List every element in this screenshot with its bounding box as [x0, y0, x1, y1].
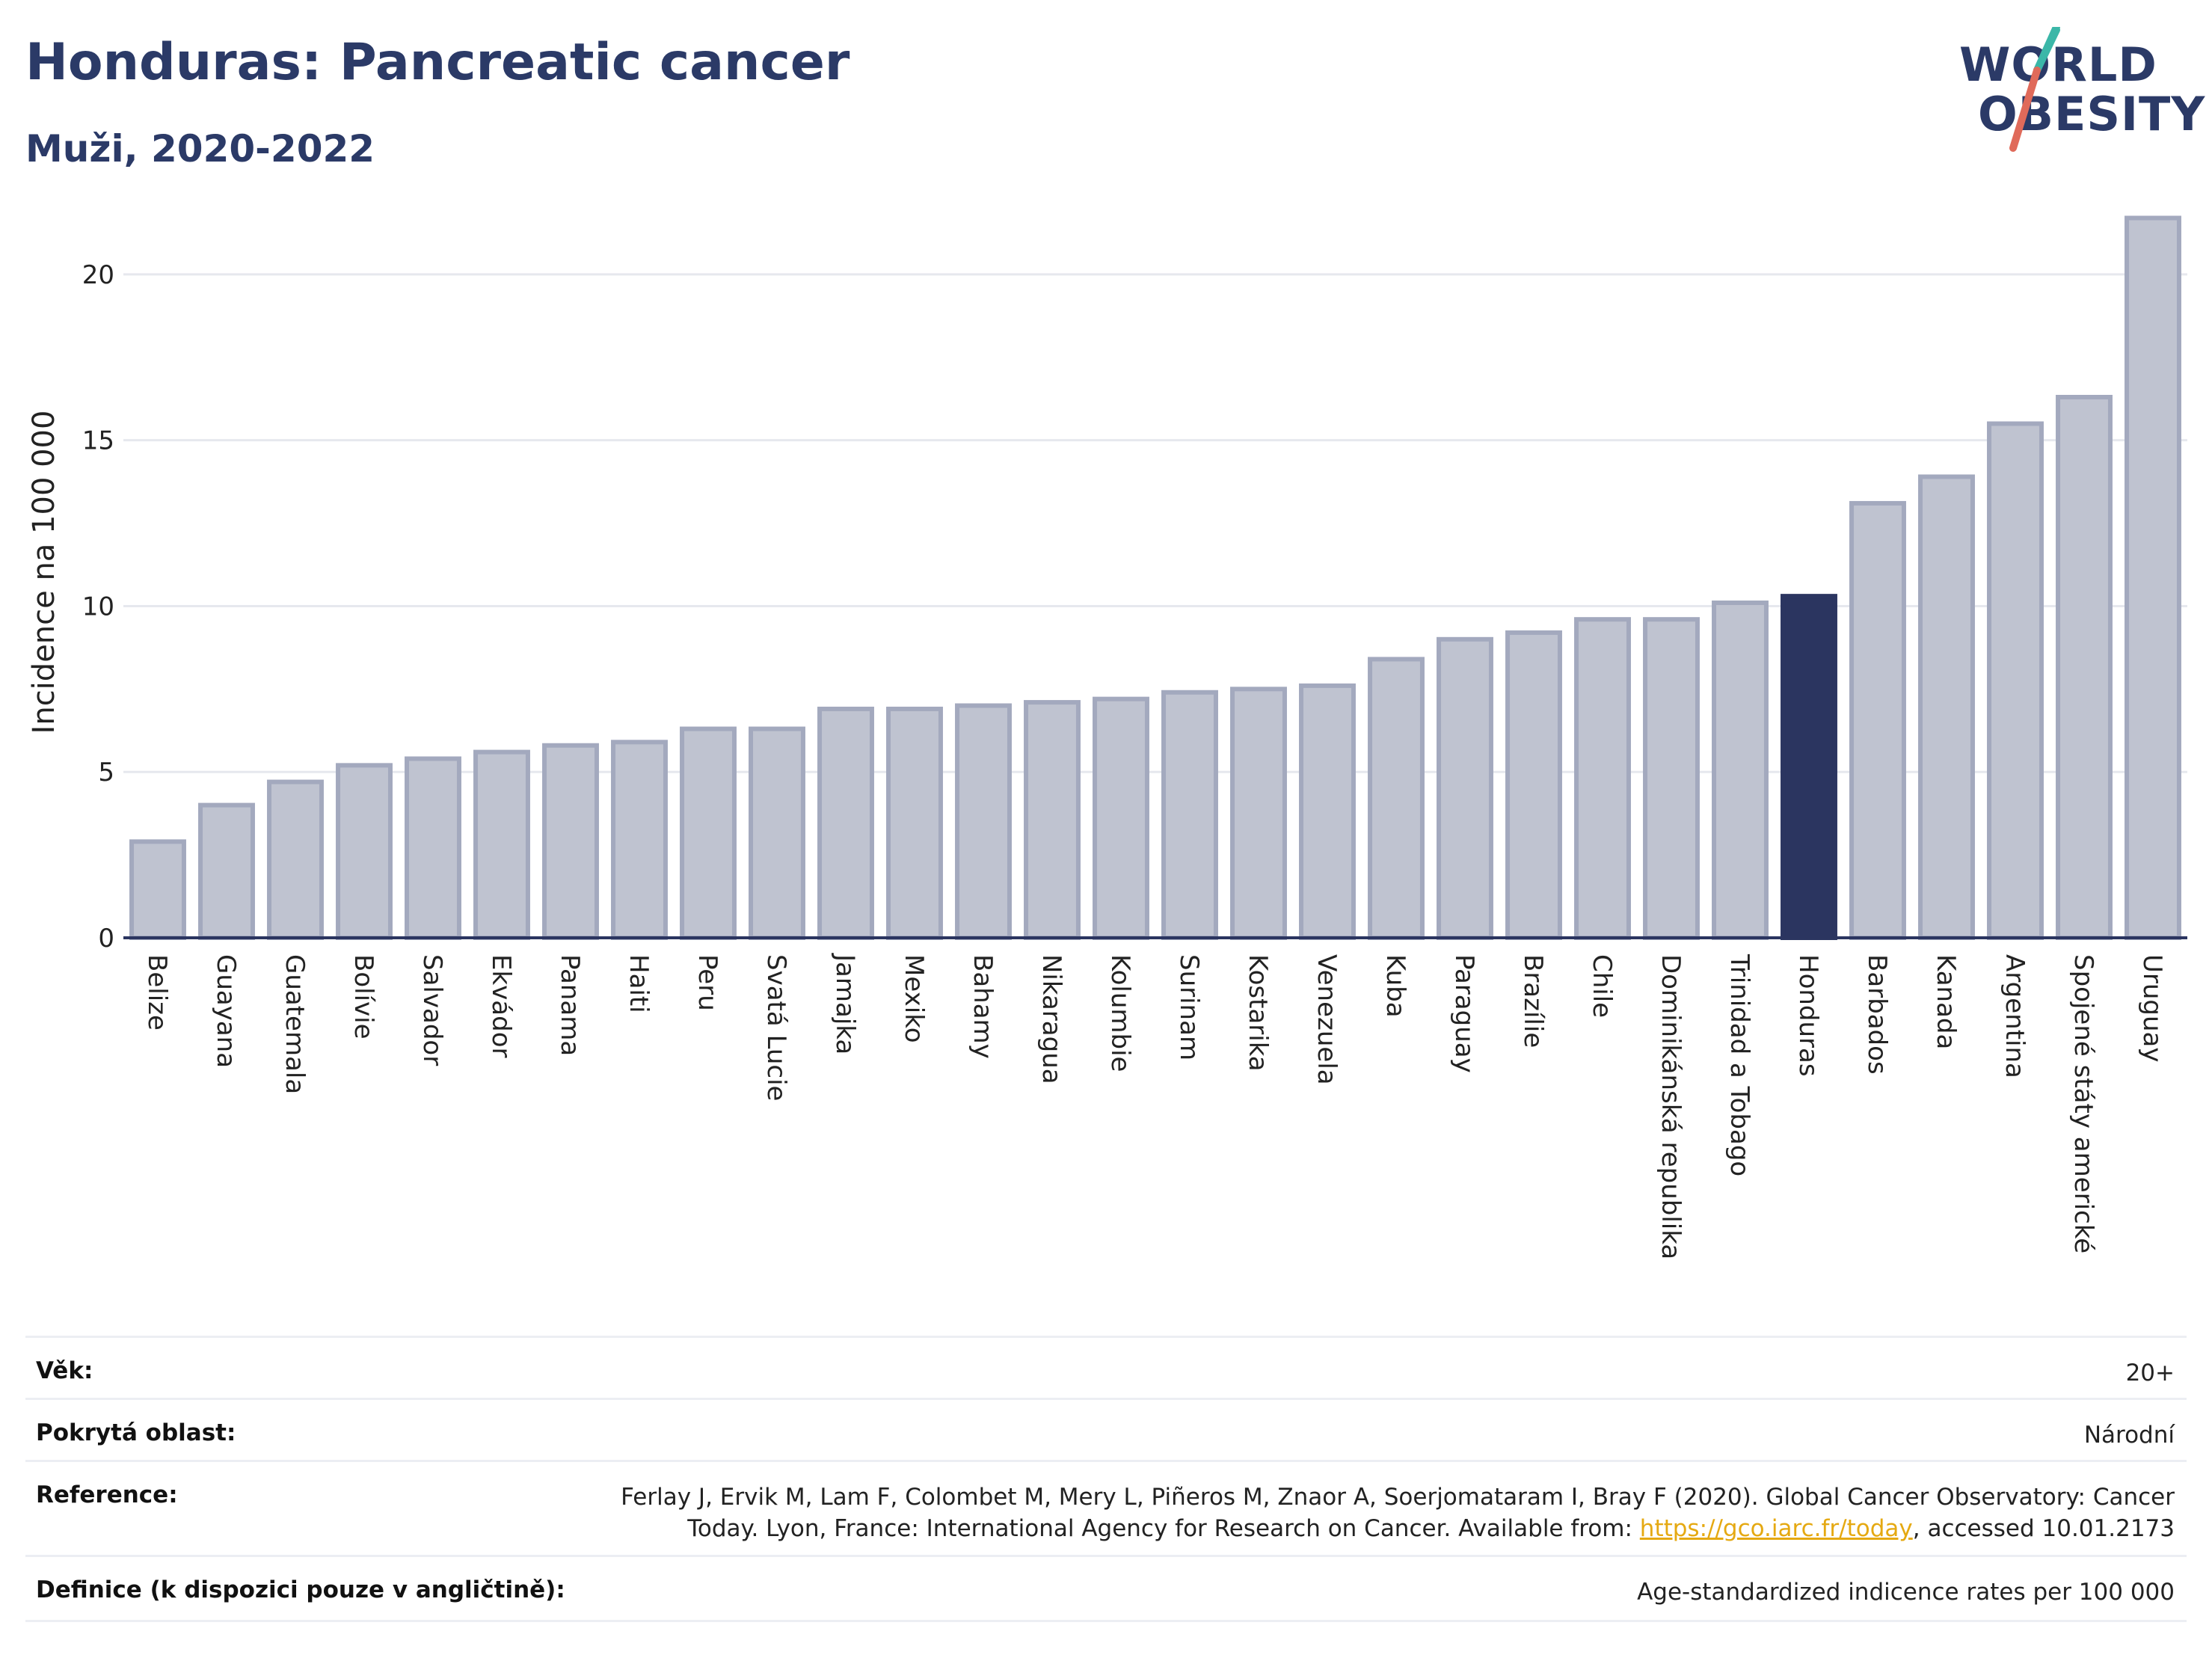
bar[interactable]	[336, 763, 393, 941]
bar[interactable]	[267, 779, 324, 941]
axes: 0 5 10 15 20	[82, 260, 2187, 954]
reference-link[interactable]: https://gco.iarc.fr/today	[1639, 1515, 1913, 1542]
coverage-label: Pokrytá oblast:	[36, 1419, 236, 1446]
bar[interactable]	[2125, 215, 2181, 940]
x-tick-label: Kanada	[1931, 954, 1961, 1049]
reference-text-2: Today. Lyon, France: International Agenc…	[687, 1515, 1640, 1542]
x-tick-label: Argentina	[2000, 954, 2030, 1078]
bar[interactable]	[1643, 617, 1700, 940]
bar[interactable]	[1299, 683, 1356, 940]
x-tick-label: Jamajka	[830, 953, 860, 1054]
reference-line-2: Today. Lyon, France: International Agenc…	[380, 1513, 2175, 1544]
bar[interactable]	[1574, 617, 1631, 940]
bar[interactable]	[473, 749, 530, 940]
reference-text-3: , accessed 10.01.2173	[1912, 1515, 2175, 1542]
bar[interactable]	[129, 839, 186, 940]
bar[interactable]	[886, 706, 943, 940]
bar[interactable]	[1505, 630, 1562, 940]
x-tick-label: Salvador	[417, 954, 447, 1066]
x-tick-label: Barbados	[1862, 954, 1892, 1075]
x-tick-label: Peru	[692, 954, 722, 1011]
world-obesity-logo[interactable]: WORLD OBESITY	[1944, 27, 2205, 162]
x-tick-label: Svatá Lucie	[761, 954, 791, 1101]
gridlines	[123, 273, 2187, 773]
x-tick-label: Kuba	[1380, 954, 1410, 1018]
x-tick-label: Bahamy	[968, 954, 998, 1059]
info-row-coverage: Pokrytá oblast: Národní	[25, 1398, 2187, 1460]
bar[interactable]	[611, 740, 668, 941]
definition-value: Age-standardized indicence rates per 100…	[1637, 1579, 2175, 1606]
x-tick-label: Paraguay	[1449, 954, 1479, 1073]
bar[interactable]	[1437, 636, 1493, 940]
x-tick-label: Kolumbie	[1105, 954, 1135, 1072]
bar-chart: 0 5 10 15 20 Belize Guayana Guatemala Bolívie Sa…	[27, 215, 2187, 1259]
y-axis-label: Incidence na 100 000	[27, 411, 61, 734]
bar[interactable]	[955, 703, 1012, 940]
bar[interactable]	[1918, 474, 1975, 940]
bar[interactable]	[198, 802, 255, 940]
logo-line1: WORLD	[1959, 37, 2157, 92]
bar[interactable]	[749, 726, 805, 940]
info-row-age: Věk: 20+	[25, 1336, 2187, 1398]
bar[interactable]	[1368, 657, 1425, 940]
bar[interactable]	[1093, 696, 1149, 940]
x-tick-label: Kostarika	[1243, 954, 1273, 1072]
reference-label: Reference:	[36, 1481, 178, 1508]
bar[interactable]	[405, 756, 461, 940]
x-tick-label: Bolívie	[348, 954, 378, 1040]
x-tick-label: Nikaragua	[1036, 954, 1066, 1084]
x-tick-label: Honduras	[1793, 954, 1823, 1077]
y-tick-label: 10	[82, 592, 114, 621]
category-labels: Belize Guayana Guatemala Bolívie Salvador Ekv…	[142, 953, 2167, 1259]
logo-slash-icon	[2009, 27, 2060, 152]
x-tick-label: Dominikánská republika	[1656, 954, 1686, 1259]
x-tick-label: Haiti	[624, 954, 654, 1013]
coverage-value: Národní	[2083, 1422, 2175, 1449]
bar[interactable]	[1849, 500, 1906, 940]
info-row-definition: Definice (k dispozici pouze v angličtině…	[25, 1555, 2187, 1622]
x-tick-label: Panama	[555, 954, 585, 1056]
bar[interactable]	[1024, 700, 1081, 940]
definition-label: Definice (k dispozici pouze v angličtině…	[36, 1576, 565, 1603]
chart-subtitle: Muži, 2020-2022	[25, 127, 375, 171]
x-tick-label: Guayana	[211, 954, 241, 1068]
bar[interactable]	[542, 743, 599, 940]
x-tick-label: Chile	[1587, 954, 1617, 1018]
x-tick-label: Spojené státy americké	[2068, 954, 2098, 1253]
x-tick-label: Uruguay	[2137, 954, 2167, 1063]
bar[interactable]	[680, 726, 737, 940]
x-tick-label: Belize	[142, 954, 172, 1031]
bar[interactable]	[1712, 601, 1769, 941]
x-tick-label: Trinidad a Tobago	[1724, 954, 1754, 1176]
reference-value: Ferlay J, Ervik M, Lam F, Colombet M, Me…	[380, 1481, 2175, 1544]
x-tick-label: Brazílie	[1518, 954, 1548, 1048]
age-label: Věk:	[36, 1357, 93, 1384]
bar[interactable]	[2056, 395, 2113, 940]
bar[interactable]	[1987, 421, 2044, 940]
bar-highlight[interactable]	[1781, 594, 1837, 940]
y-tick-label: 20	[82, 260, 114, 290]
chart-title: Honduras: Pancreatic cancer	[25, 33, 850, 92]
y-tick-label: 15	[82, 426, 114, 456]
x-tick-label: Mexiko	[899, 954, 929, 1043]
x-tick-label: Ekvádor	[486, 954, 516, 1058]
age-value: 20+	[2125, 1360, 2175, 1387]
info-table: Věk: 20+ Pokrytá oblast: Národní Referen…	[25, 1336, 2187, 1622]
bar[interactable]	[817, 706, 874, 940]
bar[interactable]	[1161, 690, 1218, 940]
bar[interactable]	[1230, 687, 1287, 940]
bars	[129, 215, 2181, 941]
x-tick-label: Surinam	[1174, 954, 1204, 1060]
y-tick-label: 0	[98, 924, 114, 954]
info-row-reference: Reference: Ferlay J, Ervik M, Lam F, Col…	[25, 1460, 2187, 1555]
x-tick-label: Guatemala	[280, 954, 310, 1094]
y-tick-label: 5	[98, 758, 114, 787]
reference-line-1: Ferlay J, Ervik M, Lam F, Colombet M, Me…	[621, 1484, 2175, 1511]
x-tick-label: Venezuela	[1312, 954, 1342, 1085]
